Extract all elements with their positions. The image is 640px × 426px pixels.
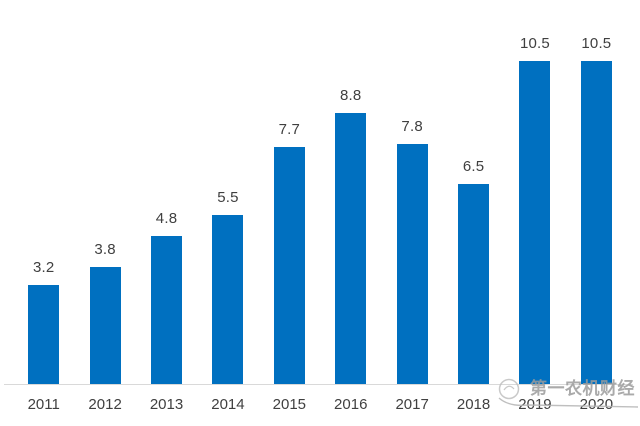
watermark-text: 第一农机财经 (530, 379, 635, 398)
x-tick-2017: 2017 (395, 396, 429, 413)
x-tick-2018: 2018 (456, 396, 491, 413)
x-tick-2014: 2014 (211, 396, 245, 413)
x-tick-2013: 2013 (149, 396, 184, 413)
bar-slot-2018: 6.5 (443, 0, 504, 384)
bar-value-label: 10.5 (519, 34, 550, 52)
bar-slot-2019: 10.5 (504, 0, 565, 384)
bar-value-label: 3.2 (32, 259, 55, 277)
x-axis-line (4, 384, 633, 385)
bar-2012 (89, 266, 121, 384)
bar-slot-2020: 10.5 (566, 0, 627, 384)
bar-2015 (273, 146, 305, 384)
x-tick-2020: 2020 (579, 396, 614, 413)
bar-slot-2016: 8.8 (320, 0, 381, 384)
x-tick-2012: 2012 (88, 396, 122, 413)
watermark-logo-icon (498, 378, 639, 408)
bar-value-label: 3.8 (94, 240, 116, 258)
x-tick-2015: 2015 (272, 396, 307, 413)
bar-slot-2014: 5.5 (197, 0, 258, 384)
bar-value-label: 8.8 (340, 86, 362, 104)
bar-slot-2017: 7.8 (381, 0, 442, 384)
bar-value-label: 6.5 (462, 157, 485, 175)
x-tick-2016: 2016 (334, 396, 368, 413)
bar-2020 (580, 60, 612, 384)
bar-2018 (458, 183, 490, 384)
bar-slot-2012: 3.8 (74, 0, 135, 384)
bar-value-label: 10.5 (581, 34, 612, 52)
bar-value-label: 7.7 (278, 120, 301, 138)
bar-2016 (335, 112, 367, 384)
bar-2011 (28, 285, 60, 384)
bar-value-label: 5.5 (217, 188, 239, 206)
bar-value-label: 7.8 (401, 117, 423, 135)
bar-2019 (519, 60, 551, 384)
bar-value-label: 4.8 (155, 210, 178, 228)
plot-area: 3.2 3.8 4.8 5.5 7.7 8.8 7.8 6.5 10.5 10.5 (13, 0, 627, 384)
bar-2014 (212, 214, 244, 384)
bar-2017 (396, 143, 428, 384)
bar-slot-2015: 7.7 (259, 0, 320, 384)
bar-2013 (151, 236, 183, 384)
bar-slot-2013: 4.8 (136, 0, 197, 384)
bar-slot-2011: 3.2 (13, 0, 74, 384)
watermark: 第一农机财经 (495, 376, 640, 412)
x-tick-2011: 2011 (27, 396, 60, 413)
